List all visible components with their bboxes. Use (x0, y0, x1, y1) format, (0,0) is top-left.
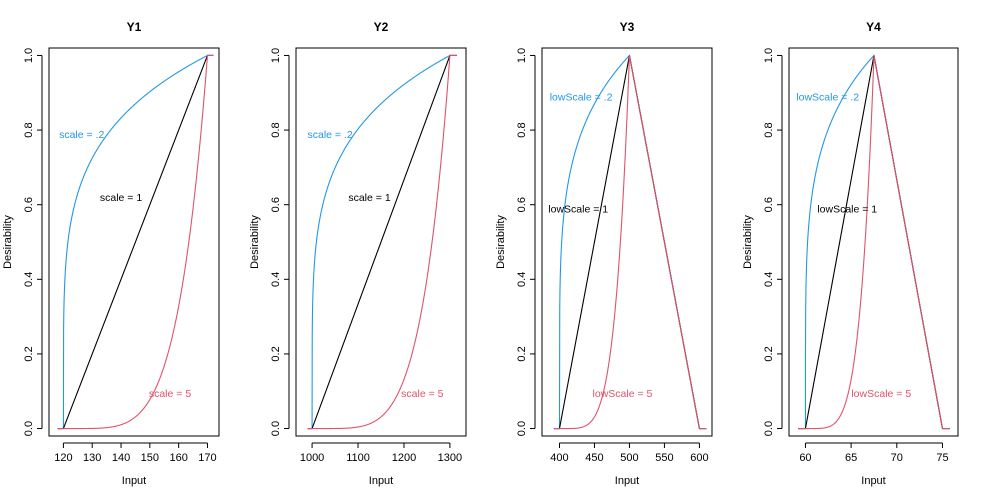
series-line (798, 55, 950, 430)
x-axis-label: Input (615, 475, 639, 487)
plot-frame (788, 47, 959, 437)
y-tick-label: 0.8 (763, 122, 775, 137)
x-tick-label: 600 (690, 452, 708, 464)
y-tick-label: 0.4 (23, 272, 35, 287)
series-line (57, 54, 214, 430)
x-axis-label: Input (369, 475, 393, 487)
x-tick-label: 1000 (300, 452, 324, 464)
x-tick-label: 70 (891, 452, 903, 464)
series-label: scale = 1 (100, 192, 142, 204)
series-label: scale = 1 (348, 192, 390, 204)
series-line (57, 54, 214, 430)
y-tick-label: 0.4 (763, 272, 775, 287)
x-axis-label: Input (122, 475, 146, 487)
series-label: lowScale = 5 (593, 388, 653, 400)
panel-title: Y2 (374, 20, 389, 34)
y-axis-label: Desirability (495, 215, 507, 269)
series-label: scale = .2 (59, 129, 104, 141)
y-tick-label: 0.6 (270, 197, 282, 212)
series-line (307, 54, 457, 430)
x-tick-label: 75 (936, 452, 948, 464)
y-tick-label: 0.0 (23, 421, 35, 436)
y-tick-label: 0.0 (763, 421, 775, 436)
x-tick-label: 140 (112, 452, 130, 464)
series-line (553, 55, 707, 430)
x-tick-label: 500 (620, 452, 638, 464)
x-tick-label: 150 (141, 452, 159, 464)
x-tick-label: 550 (655, 452, 673, 464)
x-tick-label: 160 (169, 452, 187, 464)
y-axis-label: Desirability (249, 215, 261, 269)
y-tick-label: 0.8 (516, 122, 528, 137)
y-tick-label: 0.8 (270, 122, 282, 137)
x-tick-label: 1200 (392, 452, 416, 464)
panel-y2: Y2 scale = .2 scale = 1 scale = 5 1000 1100 12… (249, 20, 467, 487)
y-tick-label: 0.2 (270, 346, 282, 361)
y-tick-label: 0.2 (516, 346, 528, 361)
series-label: scale = .2 (307, 129, 352, 141)
panel-y1: Y1 scale = .2 scale = 1 scale = 5 120 130 140 1… (2, 20, 220, 487)
x-axis-label: Input (861, 475, 885, 487)
series-line (798, 55, 950, 430)
x-tick-label: 450 (585, 452, 603, 464)
y-tick-label: 0.0 (270, 421, 282, 436)
x-tick-label: 65 (845, 452, 857, 464)
series-label: lowScale = .2 (550, 92, 613, 104)
y-tick-label: 1.0 (516, 48, 528, 63)
y-tick-label: 0.6 (763, 197, 775, 212)
panel-title: Y3 (620, 20, 635, 34)
series-line (553, 54, 707, 430)
series-label: lowScale = .2 (796, 92, 859, 104)
y-tick-label: 1.0 (270, 48, 282, 63)
series-line (307, 54, 457, 430)
series-line (798, 54, 950, 430)
y-tick-label: 1.0 (763, 48, 775, 63)
y-tick-label: 0.6 (516, 197, 528, 212)
panel-title: Y1 (127, 20, 142, 34)
series-label: lowScale = 1 (548, 203, 608, 215)
y-tick-label: 0.6 (23, 197, 35, 212)
x-tick-label: 1100 (346, 452, 370, 464)
x-tick-label: 120 (54, 452, 72, 464)
series-line (553, 55, 707, 430)
y-tick-label: 0.2 (23, 346, 35, 361)
plot-frame (295, 47, 467, 437)
series-line (307, 54, 457, 430)
y-tick-label: 0.4 (516, 272, 528, 287)
x-tick-label: 1300 (438, 452, 462, 464)
series-label: lowScale = 1 (817, 203, 877, 215)
series-label: scale = 5 (401, 388, 443, 400)
panel-title: Y4 (866, 20, 881, 34)
panel-y4: Y4 lowScale = .2 lowScale = 1 lowScale = 5 6… (742, 20, 959, 487)
plot-frame (541, 47, 713, 437)
series-line (57, 54, 214, 430)
series-label: scale = 5 (149, 388, 191, 400)
y-axis-label: Desirability (2, 215, 14, 269)
x-tick-label: 60 (799, 452, 811, 464)
y-axis-label: Desirability (742, 215, 754, 269)
x-tick-label: 400 (550, 452, 568, 464)
y-tick-label: 0.0 (516, 421, 528, 436)
series-label: lowScale = 5 (851, 388, 911, 400)
x-tick-label: 130 (83, 452, 101, 464)
plot-frame (48, 47, 220, 437)
y-tick-label: 0.4 (270, 272, 282, 287)
y-tick-label: 0.8 (23, 122, 35, 137)
y-tick-label: 0.2 (763, 346, 775, 361)
y-tick-label: 1.0 (23, 48, 35, 63)
panel-y3: Y3 lowScale = .2 lowScale = 1 lowScale = 5 4… (495, 20, 713, 487)
x-tick-label: 170 (198, 452, 216, 464)
